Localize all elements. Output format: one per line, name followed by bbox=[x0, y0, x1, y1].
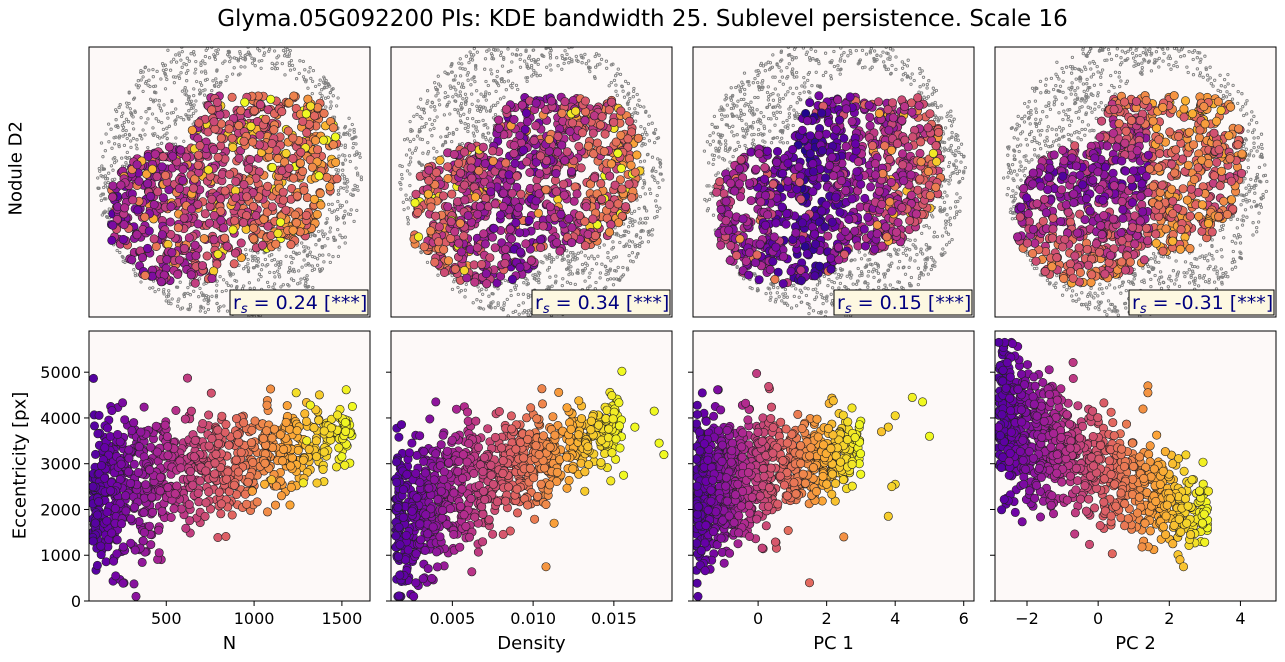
figure-title: Glyma.05G092200 PIs: KDE bandwidth 25. S… bbox=[217, 6, 1068, 32]
outlier-point bbox=[659, 450, 669, 460]
outlier-point bbox=[918, 397, 928, 407]
spatial-panel-frame bbox=[88, 46, 371, 318]
x-tick-label: 0 bbox=[753, 609, 763, 628]
scatter-points bbox=[995, 337, 1213, 572]
outlier-point bbox=[924, 431, 934, 441]
outlier-point bbox=[654, 438, 664, 448]
outlier-point bbox=[1179, 562, 1189, 572]
scatter-points bbox=[391, 366, 669, 601]
axes-frame bbox=[390, 330, 673, 602]
outlier-point bbox=[630, 422, 640, 432]
correlation-annotation: rs = 0.24 [***] bbox=[229, 289, 369, 317]
outlier-point bbox=[291, 388, 301, 398]
outlier-point bbox=[839, 532, 849, 542]
outlier-point bbox=[649, 406, 659, 416]
outlier-point bbox=[541, 562, 551, 572]
x-axis-label: N bbox=[223, 633, 236, 654]
x-tick-label: 2 bbox=[1164, 609, 1174, 628]
correlation-panel-2: 0.005 0.010 0.015 Density bbox=[386, 330, 673, 654]
outlier-point bbox=[247, 486, 257, 496]
outlier-point bbox=[298, 478, 308, 488]
annotation-text: rs = 0.34 [***] bbox=[535, 292, 669, 317]
outlier-point bbox=[883, 511, 893, 521]
outlier-point bbox=[1168, 539, 1178, 549]
spatial-panel-frame bbox=[692, 46, 975, 318]
outlier-point bbox=[549, 518, 559, 528]
outlier-point bbox=[907, 392, 917, 402]
x-tick-label: 2 bbox=[822, 609, 832, 628]
x-tick-label: 0.010 bbox=[510, 609, 556, 628]
outlier-point bbox=[619, 470, 629, 480]
correlation-annotation: rs = 0.34 [***] bbox=[531, 289, 671, 317]
x-tick-label: 1000 bbox=[234, 609, 275, 628]
outlier-point bbox=[337, 452, 347, 462]
y-tick-label: 2000 bbox=[40, 500, 81, 519]
x-tick-label: −2 bbox=[1015, 609, 1039, 628]
outlier-point bbox=[883, 422, 893, 432]
x-tick-label: 1500 bbox=[322, 609, 363, 628]
correlation-panel-3: 0 2 4 6 PC 1 bbox=[688, 330, 975, 654]
spatial-panel-2: rs = 0.34 [***] bbox=[390, 46, 673, 318]
outlier-point bbox=[995, 422, 1004, 432]
spatial-panel-4: rs = -0.31 [***] bbox=[994, 46, 1277, 318]
x-axis-label: Density bbox=[497, 633, 566, 654]
y-tick-label: 5000 bbox=[40, 363, 81, 382]
outlier-point bbox=[1186, 530, 1196, 540]
x-tick-label: 0.005 bbox=[429, 609, 475, 628]
annotation-text: rs = 0.24 [***] bbox=[233, 292, 367, 317]
correlation-panel-1: 500 1000 1500 0 1000 2000 3000 4000 5000 N bbox=[40, 330, 371, 654]
nodule-cells bbox=[712, 91, 945, 289]
y-tick-label: 0 bbox=[71, 592, 81, 611]
outlier-point bbox=[302, 436, 312, 446]
outlier-point bbox=[1143, 388, 1153, 398]
outlier-point bbox=[260, 479, 270, 489]
outlier-point bbox=[887, 482, 897, 492]
outlier-point bbox=[876, 427, 886, 437]
annotation-text: rs = 0.15 [***] bbox=[837, 292, 971, 317]
correlation-annotation: rs = 0.15 [***] bbox=[833, 289, 973, 317]
scatter-points bbox=[693, 368, 934, 601]
outlier-point bbox=[347, 401, 357, 411]
outlier-point bbox=[305, 400, 315, 410]
x-tick-label: 0.015 bbox=[591, 609, 637, 628]
x-tick-label: 500 bbox=[151, 609, 182, 628]
outlier-point bbox=[890, 411, 900, 421]
axes-frame bbox=[88, 330, 371, 602]
y-tick-label: 4000 bbox=[40, 409, 81, 428]
x-tick-label: 0 bbox=[1093, 609, 1103, 628]
outlier-point bbox=[1203, 486, 1213, 496]
x-tick-label: 4 bbox=[890, 609, 900, 628]
spatial-panel-1: rs = 0.24 [***] bbox=[88, 46, 371, 318]
axes-frame bbox=[692, 330, 975, 602]
correlation-annotation: rs = -0.31 [***] bbox=[1128, 289, 1275, 317]
x-tick-label: 6 bbox=[959, 609, 969, 628]
outlier-point bbox=[340, 417, 350, 427]
nodule-cells bbox=[409, 92, 645, 289]
outlier-point bbox=[617, 366, 627, 376]
outlier-point bbox=[580, 486, 590, 496]
spatial-panel-frame bbox=[994, 46, 1277, 318]
y-tick-label: 3000 bbox=[40, 455, 81, 474]
spatial-panel-frame bbox=[390, 46, 673, 318]
x-tick-label: 4 bbox=[1235, 609, 1245, 628]
outlier-point bbox=[804, 578, 814, 588]
top-row-panels: rs = 0.24 [***] rs = 0.34 [***] rs = 0.15 … bbox=[88, 46, 1277, 318]
y-tick-label: 1000 bbox=[40, 546, 81, 565]
nodule-cells bbox=[1012, 91, 1248, 288]
nodule-cells bbox=[107, 91, 342, 288]
correlation-panel-4: −2 0 2 4 PC 2 bbox=[990, 330, 1277, 654]
x-axis-label: PC 1 bbox=[813, 633, 854, 654]
scatter-points bbox=[89, 373, 357, 601]
annotation-text: rs = -0.31 [***] bbox=[1132, 292, 1273, 317]
spatial-panel-3: rs = 0.15 [***] bbox=[692, 46, 975, 318]
axes-frame bbox=[994, 330, 1277, 602]
outlier-point bbox=[1004, 456, 1014, 466]
x-axis-label: PC 2 bbox=[1115, 633, 1156, 654]
outlier-point bbox=[267, 475, 277, 485]
